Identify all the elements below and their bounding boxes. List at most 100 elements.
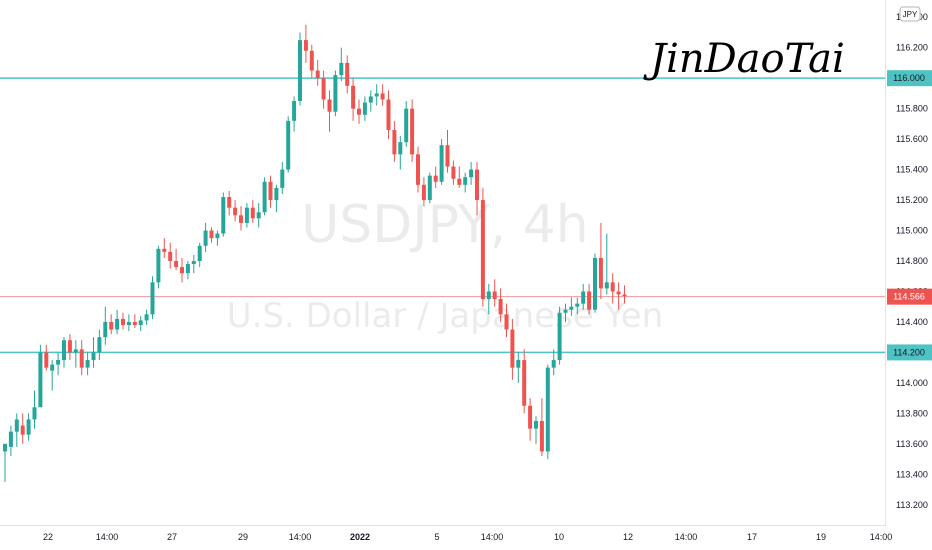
candle: [374, 84, 379, 106]
candle-body: [504, 314, 509, 330]
candle-body: [109, 321, 114, 330]
candle: [97, 329, 102, 361]
candle: [498, 288, 503, 322]
candle: [504, 303, 509, 338]
candle-body: [203, 230, 208, 246]
candle: [221, 192, 226, 237]
candle: [528, 398, 533, 441]
candle: [233, 200, 238, 222]
y-tick-label: 113.200: [896, 500, 928, 510]
candle: [427, 172, 432, 204]
candle: [492, 279, 497, 307]
candle-body: [44, 352, 49, 368]
candle: [56, 352, 61, 376]
candle-body: [185, 264, 190, 274]
candle-body: [451, 166, 456, 179]
symbol-watermark: USDJPY, 4h: [301, 195, 589, 255]
candle-body: [274, 187, 279, 201]
x-tick-label: 12: [623, 532, 633, 542]
candle: [244, 203, 249, 228]
candle: [351, 78, 356, 121]
candle: [115, 309, 120, 335]
candle: [457, 166, 462, 188]
y-tick-label: 113.600: [896, 439, 928, 449]
candle-body: [427, 175, 432, 201]
candle: [398, 136, 403, 170]
candle-body: [475, 169, 479, 201]
candle: [421, 177, 426, 207]
last-price-badge: 114.566: [887, 288, 932, 305]
x-tick-label: 2022: [350, 532, 370, 542]
candle: [309, 44, 314, 79]
candle: [280, 161, 285, 194]
time-axis[interactable]: 22 14:00 27 29 14:00 2022 5 14:00 10 12 14:00 17 19 1…: [43, 532, 892, 542]
candle-body: [209, 230, 214, 239]
candle-body: [221, 197, 226, 234]
candle-body: [162, 248, 167, 252]
candle-body: [362, 102, 367, 115]
candle: [303, 24, 308, 63]
candle-body: [156, 248, 161, 283]
candle-body: [587, 291, 592, 310]
candle-body: [150, 282, 155, 315]
candle: [156, 245, 161, 289]
candle-body: [534, 420, 538, 429]
candle: [315, 59, 320, 86]
candle: [581, 283, 586, 310]
candle-body: [32, 407, 37, 420]
candle: [268, 175, 273, 208]
candle: [292, 96, 297, 132]
candle: [8, 425, 13, 457]
y-tick-label: 113.400: [896, 469, 928, 479]
y-tick-label: 115.600: [896, 134, 928, 144]
x-tick-label: 10: [554, 532, 564, 542]
currency-badge[interactable]: JPY: [899, 6, 921, 22]
candle-body: [457, 178, 462, 185]
price-axis[interactable]: 116.400116.200116.000115.800115.600115.4…: [896, 12, 928, 510]
candle: [197, 242, 202, 268]
candle: [67, 334, 72, 361]
candle: [209, 227, 214, 243]
candle: [126, 314, 131, 332]
candle: [256, 203, 261, 228]
candle: [604, 233, 609, 295]
candle: [593, 253, 597, 313]
candle-body: [62, 340, 66, 361]
candle-body: [598, 257, 603, 289]
candle: [262, 177, 267, 216]
candle: [321, 70, 326, 109]
x-tick-label: 17: [747, 532, 757, 542]
candle: [545, 364, 550, 460]
candle-body: [14, 419, 19, 432]
candle: [3, 443, 7, 482]
candle-body: [73, 349, 78, 353]
y-tick-label: 115.400: [896, 165, 928, 175]
candle-body: [67, 340, 72, 353]
candle: [103, 306, 108, 345]
candle-body: [286, 120, 291, 170]
candle-body: [469, 169, 474, 178]
candle-body: [56, 360, 61, 365]
candle-body: [268, 181, 273, 201]
candle: [475, 161, 479, 216]
level-badge-lower: 114.200: [887, 344, 932, 361]
candle: [480, 187, 485, 307]
candle-body: [239, 215, 243, 223]
x-tick-label: 14:00: [675, 532, 698, 542]
candle-body: [315, 70, 320, 79]
candle-body: [581, 291, 586, 304]
candle: [368, 90, 373, 112]
candle-body: [392, 129, 397, 155]
candle: [109, 314, 114, 335]
y-tick-label: 116.200: [896, 43, 928, 53]
candle-body: [262, 181, 267, 213]
candle-body: [374, 93, 379, 97]
candle-body: [510, 329, 515, 368]
candle: [380, 84, 385, 106]
x-tick-label: 14:00: [481, 532, 504, 542]
candle: [26, 413, 31, 441]
candle: [132, 314, 137, 329]
candle-body: [91, 352, 96, 361]
candle-body: [144, 314, 149, 321]
